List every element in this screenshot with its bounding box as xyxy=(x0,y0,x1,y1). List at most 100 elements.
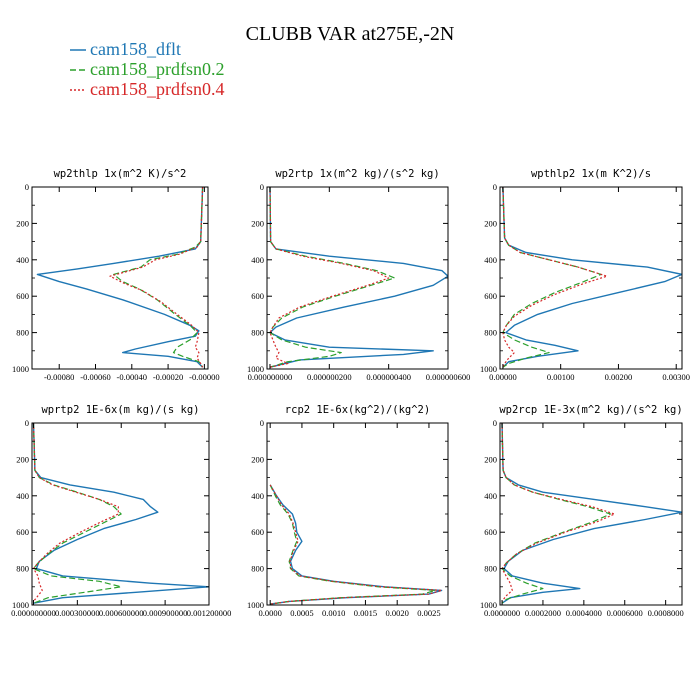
x-tick-label: 0.0005 xyxy=(290,608,313,618)
series-line-cam158_prdfsn0.2 xyxy=(269,484,436,605)
y-tick-label: 0 xyxy=(260,182,264,192)
series-group xyxy=(32,423,209,604)
x-tick-label: 0.0025 xyxy=(417,608,440,618)
y-tick-label: 200 xyxy=(484,454,497,464)
panels: wp2thlp 1x(m^2 K)/s^2 0 200 400 600 800 1000 -0… xyxy=(11,168,690,618)
x-tick-label: -0.00040 xyxy=(117,372,147,382)
figure-title: CLUBB VAR at275E,-2N xyxy=(246,23,455,45)
x-tick-label: 0.00100 xyxy=(547,372,575,382)
x-tick-label: 0.000000000 xyxy=(11,608,56,618)
x-tick-label: 0.00200 xyxy=(605,372,633,382)
y-tick-label: 200 xyxy=(251,218,264,228)
y-tick-label: 800 xyxy=(484,328,497,338)
x-tick-label: 0.000000400 xyxy=(366,372,411,382)
x-tick-label: 0.0020 xyxy=(386,608,409,618)
y-tick-label: 600 xyxy=(484,527,497,537)
series-group xyxy=(269,484,443,605)
y-tick-label: 600 xyxy=(16,291,29,301)
series-line-cam158_dflt xyxy=(501,423,682,604)
series-line-cam158_dflt xyxy=(269,187,448,368)
series-line-cam158_prdfsn0.2 xyxy=(32,423,122,604)
panel-title: rcp2 1E-6x(kg^2)/(kg^2) xyxy=(285,404,430,416)
x-tick-label: 0.0004000 xyxy=(566,608,602,618)
x-tick-label: 0.001200000 xyxy=(187,608,232,618)
panel-4: rcp2 1E-6x(kg^2)/(kg^2) 0 200 400 600 800 1000… xyxy=(247,404,449,618)
series-group xyxy=(269,187,448,368)
panel-0: wp2thlp 1x(m^2 K)/s^2 0 200 400 600 800 1000 -0… xyxy=(12,168,220,382)
panel-title: wp2rcp 1E-3x(m^2 kg)/(s^2 kg) xyxy=(499,404,682,416)
x-tick-label: 0.00000 xyxy=(489,372,517,382)
y-tick-label: 1000 xyxy=(480,364,497,374)
panel-2: wpthlp2 1x(m K^2)/s020040060080010000.00… xyxy=(480,168,690,382)
y-tick-label: 1000 xyxy=(247,364,264,374)
x-tick-label: -0.00000 xyxy=(189,372,219,382)
legend: cam158_dfltcam158_prdfsn0.2cam158_prdfsn… xyxy=(70,39,224,99)
series-line-cam158_dflt xyxy=(32,423,209,604)
y-tick-label: 400 xyxy=(16,491,29,501)
x-tick-label: 0.000300000 xyxy=(55,608,100,618)
y-tick-label: 400 xyxy=(251,491,264,501)
series-line-cam158_prdfsn0.4 xyxy=(269,187,390,368)
legend-label-1: cam158_prdfsn0.2 xyxy=(90,59,224,79)
y-tick-label: 0 xyxy=(25,418,29,428)
x-tick-label: 0.0000000 xyxy=(484,608,520,618)
y-tick-label: 800 xyxy=(251,328,264,338)
panel-1: wp2rtp 1x(m^2 kg)/(s^2 kg) 0 200 400 600 800 1… xyxy=(247,168,470,382)
series-line-cam158_prdfsn0.4 xyxy=(32,423,119,602)
x-tick-label: 0.000000000 xyxy=(248,372,293,382)
y-tick-label: 400 xyxy=(251,255,264,265)
x-tick-label: -0.00020 xyxy=(153,372,183,382)
x-tick-label: 0.0015 xyxy=(354,608,377,618)
series-line-cam158_prdfsn0.2 xyxy=(112,187,204,368)
x-tick-label: -0.00080 xyxy=(44,372,74,382)
series-line-cam158_prdfsn0.4 xyxy=(269,484,443,605)
legend-label-2: cam158_prdfsn0.4 xyxy=(90,79,224,99)
y-tick-label: 400 xyxy=(484,255,497,265)
y-tick-label: 800 xyxy=(16,328,29,338)
x-tick-label: 0.0006000 xyxy=(607,608,643,618)
x-tick-label: 0.0000 xyxy=(258,608,281,618)
x-tick-label: 0.000000600 xyxy=(426,372,471,382)
y-tick-label: 0 xyxy=(493,418,497,428)
y-tick-label: 200 xyxy=(484,218,497,228)
y-tick-label: 1000 xyxy=(480,600,497,610)
series-group xyxy=(502,187,682,368)
y-tick-label: 0 xyxy=(260,418,264,428)
series-line-cam158_prdfsn0.4 xyxy=(502,187,608,368)
y-tick-label: 800 xyxy=(251,564,264,574)
panel-title: wprtp2 1E-6x(m kg)/(s kg) xyxy=(41,404,199,416)
y-tick-label: 400 xyxy=(16,255,29,265)
panel-title: wp2thlp 1x(m^2 K)/s^2 xyxy=(54,168,187,180)
x-tick-label: 0.00300 xyxy=(662,372,690,382)
x-tick-label: 0.000900000 xyxy=(143,608,188,618)
plot-frame xyxy=(31,186,209,370)
x-tick-label: 0.0010 xyxy=(322,608,345,618)
series-line-cam158_prdfsn0.4 xyxy=(109,187,204,368)
panel-title: wpthlp2 1x(m K^2)/s xyxy=(531,168,651,180)
panel-title: wp2rtp 1x(m^2 kg)/(s^2 kg) xyxy=(275,168,439,180)
y-tick-label: 800 xyxy=(484,564,497,574)
y-tick-label: 200 xyxy=(16,218,29,228)
x-tick-label: 0.000000200 xyxy=(307,372,352,382)
series-group xyxy=(36,187,204,368)
x-tick-label: 0.0002000 xyxy=(525,608,561,618)
y-tick-label: 600 xyxy=(251,527,264,537)
series-line-cam158_prdfsn0.4 xyxy=(501,423,616,602)
plot-frame xyxy=(499,422,683,606)
y-tick-label: 1000 xyxy=(12,600,29,610)
series-line-cam158_prdfsn0.2 xyxy=(502,187,602,368)
plot-frame xyxy=(266,422,449,606)
x-tick-label: -0.00060 xyxy=(80,372,110,382)
y-tick-label: 200 xyxy=(16,454,29,464)
x-tick-label: 0.0008000 xyxy=(648,608,684,618)
x-tick-label: 0.000600000 xyxy=(99,608,144,618)
panel-5: wp2rcp 1E-3x(m^2 kg)/(s^2 kg)0 200 400 600 8… xyxy=(480,404,684,618)
y-tick-label: 400 xyxy=(484,491,497,501)
y-tick-label: 1000 xyxy=(12,364,29,374)
y-tick-label: 600 xyxy=(251,291,264,301)
legend-label-0: cam158_dflt xyxy=(90,39,181,59)
series-group xyxy=(501,423,682,604)
series-line-cam158_prdfsn0.2 xyxy=(269,187,396,368)
y-tick-label: 0 xyxy=(25,182,29,192)
